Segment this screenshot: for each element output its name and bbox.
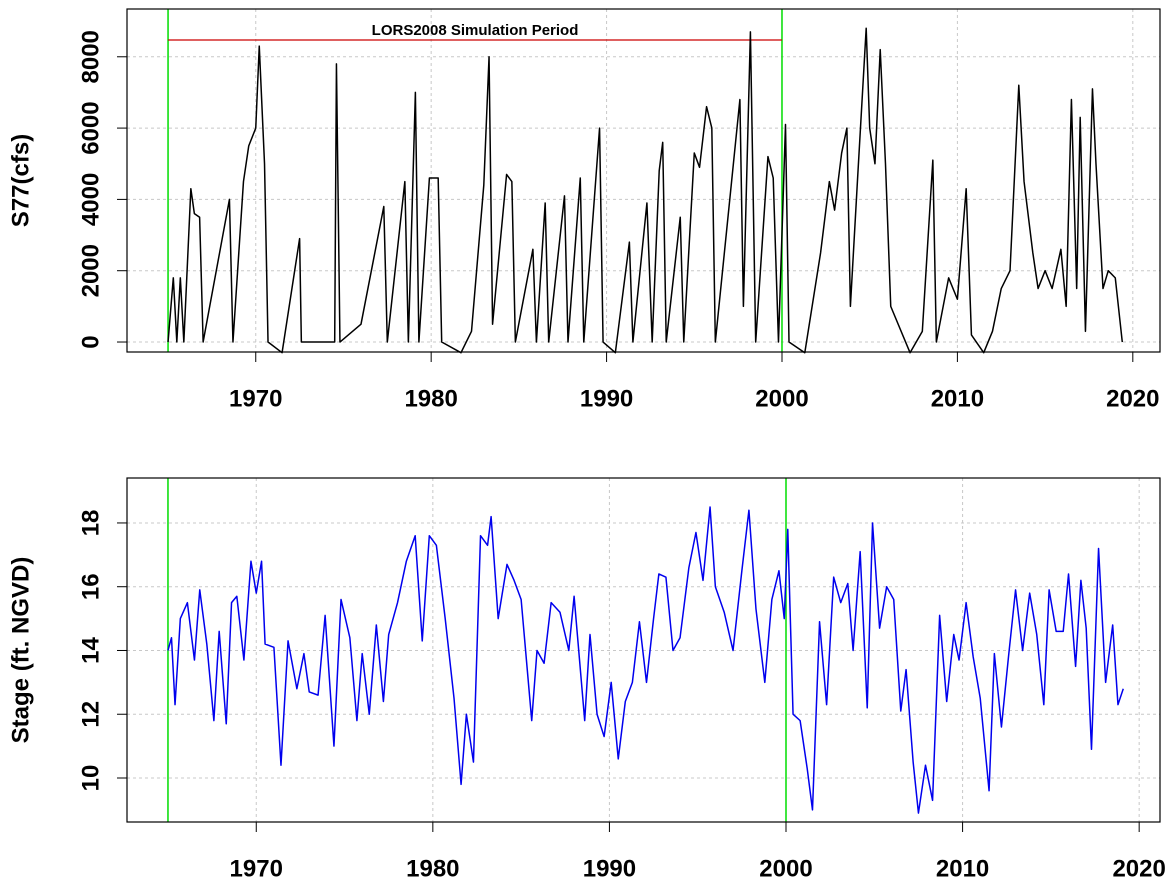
- x-tick-label: 2000: [759, 855, 812, 882]
- x-tick-label: 2020: [1112, 855, 1165, 882]
- x-tick-label: 2010: [931, 385, 984, 412]
- y-tick-label: 8000: [77, 30, 104, 83]
- y-tick-label: 18: [77, 510, 104, 537]
- x-tick-label: 1970: [229, 385, 282, 412]
- x-tick-label: 1990: [583, 855, 636, 882]
- y-tick-label: 2000: [77, 244, 104, 297]
- x-tick-label: 1970: [230, 855, 283, 882]
- panel: Stage (ft. NGVD) 1970 1980 1990 2000 2010 2020…: [7, 477, 1166, 882]
- y-axis-title: Stage (ft. NGVD): [7, 557, 34, 744]
- y-tick-label: 0: [77, 335, 104, 348]
- plot-frame: [126, 477, 1161, 823]
- x-tick-label: 1980: [406, 855, 459, 882]
- plot-frame: [126, 8, 1161, 353]
- x-tick-label: 2010: [936, 855, 989, 882]
- data-line: [167, 506, 1124, 814]
- y-tick-label: 10: [77, 765, 104, 792]
- data-line: [167, 27, 1124, 354]
- period-label: LORS2008 Simulation Period: [372, 22, 579, 39]
- y-tick-label: 12: [77, 701, 104, 728]
- x-tick-label: 2000: [755, 385, 808, 412]
- x-tick-label: 1990: [580, 385, 633, 412]
- panel: S77(cfs) 1970 1980 1990 2000 2010 2020 0 2000 400…: [7, 8, 1161, 412]
- y-axis-title: S77(cfs): [7, 134, 34, 227]
- y-tick-label: 6000: [77, 101, 104, 154]
- x-tick-label: 1980: [404, 385, 457, 412]
- y-tick-label: 14: [77, 636, 104, 663]
- x-tick-label: 2020: [1106, 385, 1159, 412]
- y-tick-label: 4000: [77, 173, 104, 226]
- y-tick-label: 16: [77, 573, 104, 600]
